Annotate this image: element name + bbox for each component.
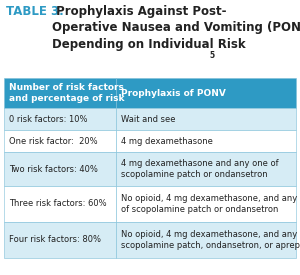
Bar <box>116 130 296 152</box>
Text: Wait and see: Wait and see <box>122 114 176 123</box>
Bar <box>4 186 116 222</box>
Bar <box>116 152 296 186</box>
Text: Number of risk factors
and percentage of risk: Number of risk factors and percentage of… <box>9 83 124 103</box>
Bar <box>116 108 296 130</box>
Bar <box>4 152 116 186</box>
Text: Prophylaxis of PONV: Prophylaxis of PONV <box>122 89 226 98</box>
Text: 4 mg dexamethasone: 4 mg dexamethasone <box>122 136 213 145</box>
Bar <box>116 78 296 108</box>
Bar <box>4 108 116 130</box>
Bar <box>116 186 296 222</box>
Text: No opioid, 4 mg dexamethasone, and any one
of scopolamine patch or ondansetron: No opioid, 4 mg dexamethasone, and any o… <box>122 194 300 214</box>
Text: Three risk factors: 60%: Three risk factors: 60% <box>9 199 106 208</box>
Text: 0 risk factors: 10%: 0 risk factors: 10% <box>9 114 88 123</box>
Text: Two risk factors: 40%: Two risk factors: 40% <box>9 164 98 174</box>
Text: One risk factor:  20%: One risk factor: 20% <box>9 136 98 145</box>
Text: 4 mg dexamethasone and any one of
scopolamine patch or ondansetron: 4 mg dexamethasone and any one of scopol… <box>122 159 279 179</box>
Bar <box>4 78 116 108</box>
Text: Four risk factors: 80%: Four risk factors: 80% <box>9 235 101 244</box>
Text: No opioid, 4 mg dexamethasone, and any two of
scopolamine patch, ondansetron, or: No opioid, 4 mg dexamethasone, and any t… <box>122 230 300 250</box>
Bar <box>116 222 296 258</box>
Bar <box>4 222 116 258</box>
Text: Prophylaxis Against Post-
Operative Nausea and Vomiting (PONV)
Depending on Indi: Prophylaxis Against Post- Operative Naus… <box>52 5 300 51</box>
Text: TABLE 3.: TABLE 3. <box>6 5 64 18</box>
Text: 5: 5 <box>209 51 214 60</box>
Bar <box>4 130 116 152</box>
